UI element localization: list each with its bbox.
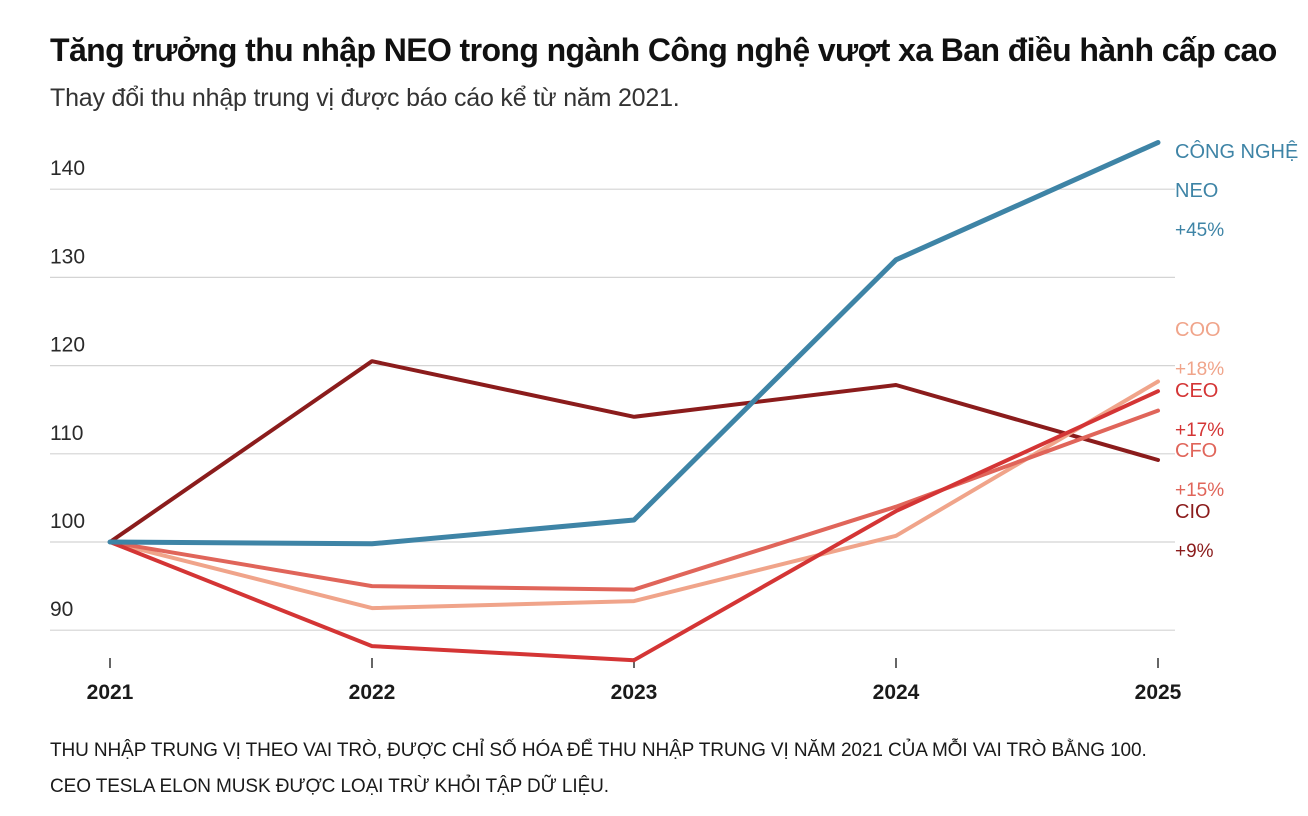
gridlines bbox=[50, 188, 1175, 631]
series-change-cfo: +15% bbox=[1175, 480, 1224, 501]
series-change-cio: +9% bbox=[1175, 541, 1214, 562]
series-line-cfo bbox=[108, 408, 1160, 592]
y-tick-label-100: 100 bbox=[50, 510, 85, 533]
series-labels: CÔNG NGHỆ NEO +45% COO +18%CEO +17%CFO +15%CIO… bbox=[1175, 140, 1298, 562]
x-axis-ticks: 2021 2022 2023 2024 2025 bbox=[87, 658, 1182, 704]
line-chart: 90 100 110 120 130 140 2021 2022 2023 2024 2025 C… bbox=[50, 140, 1298, 704]
series-line-coo bbox=[108, 379, 1160, 611]
x-tick-label-2024: 2024 bbox=[873, 681, 920, 704]
x-tick-label-2022: 2022 bbox=[349, 681, 396, 704]
series-label-ceo-0: CEO bbox=[1175, 380, 1218, 402]
series-line-cio bbox=[108, 359, 1160, 544]
x-tick-label-2021: 2021 bbox=[87, 681, 134, 704]
x-tick-label-2023: 2023 bbox=[611, 681, 658, 704]
series-label-coo-0: COO bbox=[1175, 319, 1221, 341]
y-tick-label-140: 140 bbox=[50, 157, 85, 180]
footnote-line-2: CEO TESLA ELON MUSK ĐƯỢC LOẠI TRỪ KHỎI T… bbox=[50, 776, 609, 797]
y-tick-label-90: 90 bbox=[50, 598, 73, 621]
series-label-cio-0: CIO bbox=[1175, 501, 1211, 523]
footnote-line-1: THU NHẬP TRUNG VỊ THEO VAI TRÒ, ĐƯỢC CHỈ… bbox=[50, 740, 1147, 761]
series-label-cfo-0: CFO bbox=[1175, 440, 1217, 462]
series-label-công-nghệ-neo-1: NEO bbox=[1175, 180, 1218, 202]
series-label-công-nghệ-neo-0: CÔNG NGHỆ bbox=[1175, 140, 1298, 163]
y-tick-label-130: 130 bbox=[50, 245, 85, 268]
series-line-ceo bbox=[108, 389, 1160, 663]
y-axis-ticks: 90 100 110 120 130 140 bbox=[50, 157, 85, 621]
x-tick-label-2025: 2025 bbox=[1135, 681, 1182, 704]
y-tick-label-120: 120 bbox=[50, 334, 85, 357]
series-change-coo: +18% bbox=[1175, 359, 1224, 380]
series-change-công-nghệ-neo: +45% bbox=[1175, 220, 1224, 241]
series-line-công-nghệ-neo bbox=[107, 140, 1161, 547]
series-lines bbox=[107, 140, 1161, 663]
series-change-ceo: +17% bbox=[1175, 420, 1224, 441]
chart-subtitle: Thay đổi thu nhập trung vị được báo cáo … bbox=[50, 84, 680, 112]
chart-title: Tăng trưởng thu nhập NEO trong ngành Côn… bbox=[50, 32, 1277, 68]
y-tick-label-110: 110 bbox=[50, 422, 83, 445]
